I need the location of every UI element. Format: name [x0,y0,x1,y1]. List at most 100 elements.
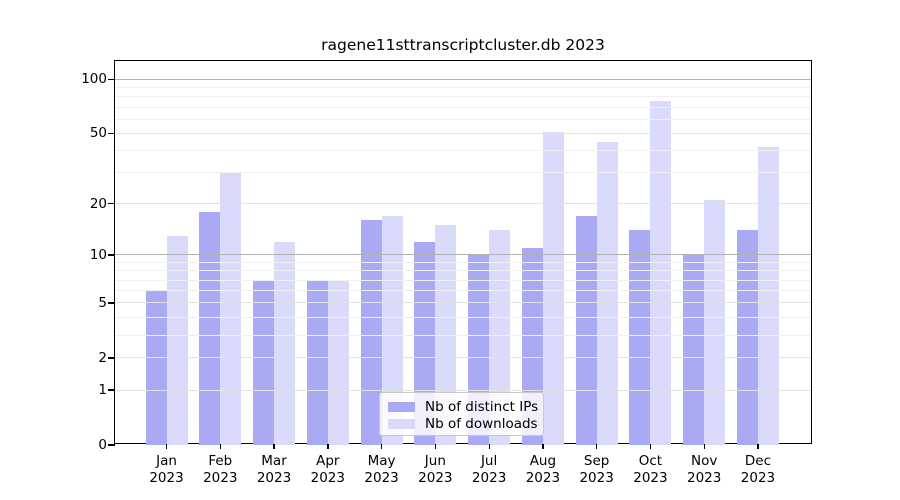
bar-nb-of-downloads-mar [274,241,296,445]
x-tick-label-feb: Feb 2023 [188,453,252,487]
bar-nb-of-distinct-ips-may [360,220,382,445]
x-tick-mark-may [380,443,383,449]
x-tick-label-jun: Jun 2023 [403,453,467,487]
gridline-minor-60 [115,118,811,120]
gridline-minor-70 [115,106,811,108]
x-tick-month: Jun [424,453,446,469]
gridline-minor-80 [115,96,811,98]
x-tick-label-nov: Nov 2023 [672,453,736,487]
bar-nb-of-downloads-dec [757,146,779,445]
bar-nb-of-downloads-sep [596,141,618,445]
x-tick-year: 2023 [310,470,345,486]
y-tick-mark-1 [108,389,115,391]
bar-nb-of-distinct-ips-oct [629,230,651,445]
gridline-5 [115,302,811,304]
x-tick-label-dec: Dec 2023 [726,453,790,487]
bar-nb-of-downloads-nov [704,200,726,445]
legend-label-distinct-ips: Nb of distinct IPs [425,399,539,415]
y-tick-label-50: 50 [89,125,107,142]
x-tick-mark-jul [488,443,490,449]
x-tick-label-aug: Aug 2023 [511,453,575,487]
gridline-minor-3 [115,334,811,336]
bar-nb-of-distinct-ips-nov [683,254,705,445]
x-tick-month: Dec [744,453,772,469]
x-tick-mark-oct [649,443,652,449]
bar-nb-of-distinct-ips-sep [575,215,597,445]
y-tick-mark-100 [108,78,115,80]
x-tick-year: 2023 [203,470,238,486]
x-tick-mark-dec [757,443,759,449]
x-tick-year: 2023 [633,470,668,486]
bar-nb-of-downloads-jan [166,235,188,445]
bar-nb-of-downloads-may [381,215,403,445]
legend-item-distinct-ips: Nb of distinct IPs [388,399,539,415]
bar-nb-of-distinct-ips-apr [306,280,328,445]
x-tick-label-jul: Jul 2023 [457,453,521,487]
y-tick-label-100: 100 [81,71,107,88]
bar-nb-of-downloads-aug [542,131,564,445]
x-tick-month: Oct [638,453,663,469]
x-tick-label-apr: Apr 2023 [296,453,360,487]
bar-nb-of-downloads-jul [489,230,511,445]
x-tick-month: Mar [261,453,287,469]
x-tick-year: 2023 [471,470,507,486]
gridline-50 [115,132,811,134]
y-tick-mark-2 [108,357,115,359]
gridline-minor-4 [115,316,811,318]
x-tick-year: 2023 [525,470,561,486]
y-tick-label-0: 0 [98,437,107,453]
y-tick-mark-0 [108,444,115,446]
legend-label-downloads: Nb of downloads [425,416,538,432]
x-tick-label-jan: Jan 2023 [135,453,199,487]
y-tick-label-1: 1 [98,382,107,399]
bar-nb-of-distinct-ips-jan [145,290,167,445]
gridline-minor-7 [115,279,811,281]
bar-nb-of-downloads-oct [650,100,672,445]
x-tick-year: 2023 [149,470,184,486]
x-tick-month: Apr [316,453,340,469]
bar-nb-of-distinct-ips-feb [199,211,221,445]
gridline-20 [115,203,811,205]
y-tick-mark-50 [108,132,115,135]
y-tick-mark-20 [108,203,115,205]
gridline-2 [115,357,811,359]
y-tick-label-2: 2 [98,349,107,366]
x-tick-year: 2023 [418,470,453,486]
legend-swatch-downloads [388,419,415,429]
x-tick-label-mar: Mar 2023 [242,453,306,487]
y-tick-mark-5 [108,302,115,304]
gridline-minor-8 [115,270,811,272]
x-tick-mark-apr [327,443,329,449]
x-tick-month: Sep [583,453,610,469]
gridline-10 [115,254,811,256]
x-tick-month: Aug [529,453,557,469]
x-tick-label-oct: Oct 2023 [618,453,682,487]
bar-nb-of-distinct-ips-dec [736,230,758,445]
x-tick-year: 2023 [740,470,776,486]
x-tick-year: 2023 [364,470,399,486]
x-tick-mark-jan [165,443,168,449]
x-tick-month: Jul [480,453,498,469]
chart-title: ragene11sttranscriptcluster.db 2023 [321,36,605,54]
gridline-1 [115,389,811,391]
gridline-minor-6 [115,290,811,292]
y-tick-label-5: 5 [98,294,107,311]
x-tick-mark-sep [596,443,598,449]
bar-nb-of-downloads-feb [220,172,242,445]
gridline-100 [115,78,811,80]
bar-nb-of-distinct-ips-mar [253,280,275,445]
legend-swatch-distinct-ips [388,402,415,412]
bar-nb-of-downloads-apr [327,280,349,445]
legend: Nb of distinct IPs Nb of downloads [379,392,544,436]
x-tick-label-sep: Sep 2023 [565,453,629,487]
y-tick-label-10: 10 [89,246,107,263]
y-tick-label-20: 20 [89,195,107,212]
x-tick-year: 2023 [256,470,292,486]
x-tick-month: Jan [156,453,177,469]
gridline-minor-90 [115,86,811,88]
x-tick-label-may: May 2023 [350,453,414,487]
x-tick-mark-aug [542,443,544,449]
gridline-minor-40 [115,150,811,152]
x-tick-mark-mar [273,443,275,449]
x-tick-year: 2023 [687,470,722,486]
